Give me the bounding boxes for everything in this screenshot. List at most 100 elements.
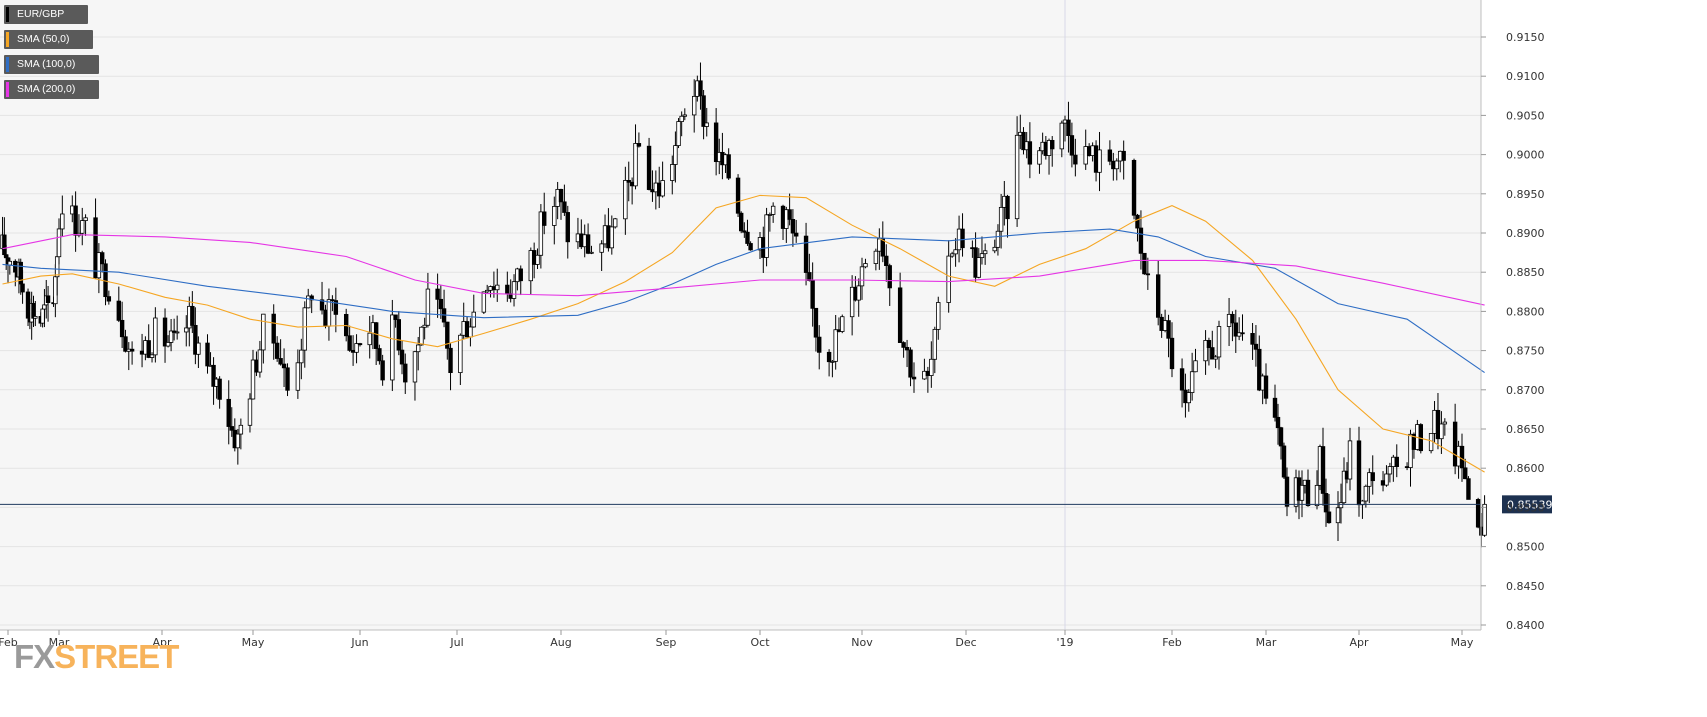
candle-body [2, 234, 7, 256]
y-tick-label: 0.8700 [1506, 384, 1545, 397]
candle [83, 214, 88, 236]
candle-body [1278, 427, 1284, 447]
legend-item-sma100[interactable]: SMA (100,0) [4, 55, 99, 74]
candle [116, 286, 122, 323]
candle [793, 219, 799, 243]
candle-body [880, 238, 885, 257]
candle [790, 209, 796, 247]
candle [333, 287, 339, 333]
candle [670, 155, 675, 195]
candle [810, 262, 815, 327]
candle-body [295, 362, 301, 391]
candle [419, 326, 424, 346]
candle-body [726, 154, 731, 179]
candle [676, 118, 681, 149]
x-tick-label: Apr [1349, 636, 1369, 649]
x-tick-label: Jul [449, 636, 463, 649]
candle [936, 296, 941, 340]
candle [99, 250, 105, 273]
candle-body [99, 252, 105, 265]
candle-body [1050, 139, 1055, 150]
candle-body [528, 250, 534, 282]
candle [1363, 484, 1369, 508]
candle [1463, 458, 1468, 480]
candle-body [901, 342, 906, 348]
x-tick-label: Dec [955, 636, 976, 649]
candle [495, 268, 500, 302]
legend-item-sma50[interactable]: SMA (50,0) [4, 30, 93, 49]
candle [93, 198, 98, 279]
candle-body [810, 280, 815, 309]
candle-body [42, 304, 47, 310]
candle [373, 321, 379, 365]
candle-body [377, 348, 382, 362]
candle-body [484, 289, 490, 293]
candle [826, 349, 832, 377]
candle [1326, 494, 1332, 524]
candle [859, 257, 865, 300]
candle [271, 304, 276, 360]
candle-body [908, 349, 913, 378]
candle-body [676, 121, 681, 147]
candle [1452, 403, 1458, 475]
candle-body [1069, 135, 1075, 156]
candle [33, 300, 38, 327]
legend-item-eurgbp[interactable]: EUR/GBP [4, 5, 88, 24]
candle-body [1347, 440, 1353, 480]
candle [1050, 136, 1055, 167]
candle-body [1131, 159, 1137, 216]
candle [247, 393, 253, 433]
candle-body [1394, 456, 1399, 467]
candle-body [1213, 356, 1218, 360]
candle-body [211, 364, 216, 387]
candle-body [1027, 141, 1033, 165]
candle-body [1463, 467, 1468, 480]
candle [80, 207, 85, 246]
candle-body [165, 342, 171, 347]
candle [565, 205, 570, 259]
candle-body [995, 230, 1001, 248]
candle-body [116, 300, 122, 321]
candle [1121, 140, 1126, 180]
candle-body [1263, 375, 1269, 399]
sma-200-line [2, 234, 1485, 306]
candle [347, 325, 352, 352]
candle-body [1323, 493, 1329, 513]
candle-body [807, 272, 812, 281]
candle-body [698, 80, 703, 97]
candle-body [1179, 368, 1185, 391]
candle-body [1320, 446, 1326, 494]
candle-body [373, 322, 379, 349]
candle-body [1250, 333, 1255, 345]
candle [60, 195, 65, 237]
candle-body [56, 228, 62, 258]
candle [1145, 257, 1151, 290]
candle [807, 253, 812, 282]
candle-body [226, 398, 231, 427]
candle [1253, 325, 1259, 367]
candle-body [425, 288, 431, 326]
candle-body [932, 328, 937, 360]
legend-label: SMA (50,0) [17, 33, 70, 45]
candle-body [535, 254, 540, 265]
candle-body [333, 300, 339, 315]
legend-item-sma200[interactable]: SMA (200,0) [4, 80, 99, 99]
candle [976, 248, 981, 279]
candle [673, 131, 678, 183]
candle-body [106, 296, 112, 302]
candle-body [511, 281, 517, 299]
candle [599, 240, 604, 271]
candle [1005, 194, 1010, 238]
candle [165, 335, 171, 348]
candle-body [1439, 423, 1444, 440]
y-tick-label: 0.8600 [1506, 462, 1545, 475]
candle-body [505, 284, 510, 295]
candle-body [445, 321, 450, 349]
candle [787, 193, 792, 226]
candle [295, 349, 301, 399]
candle [1107, 140, 1113, 166]
candle [168, 319, 174, 352]
candle [393, 314, 398, 328]
x-tick-label: Feb [1162, 636, 1181, 649]
candle-body [856, 285, 861, 301]
